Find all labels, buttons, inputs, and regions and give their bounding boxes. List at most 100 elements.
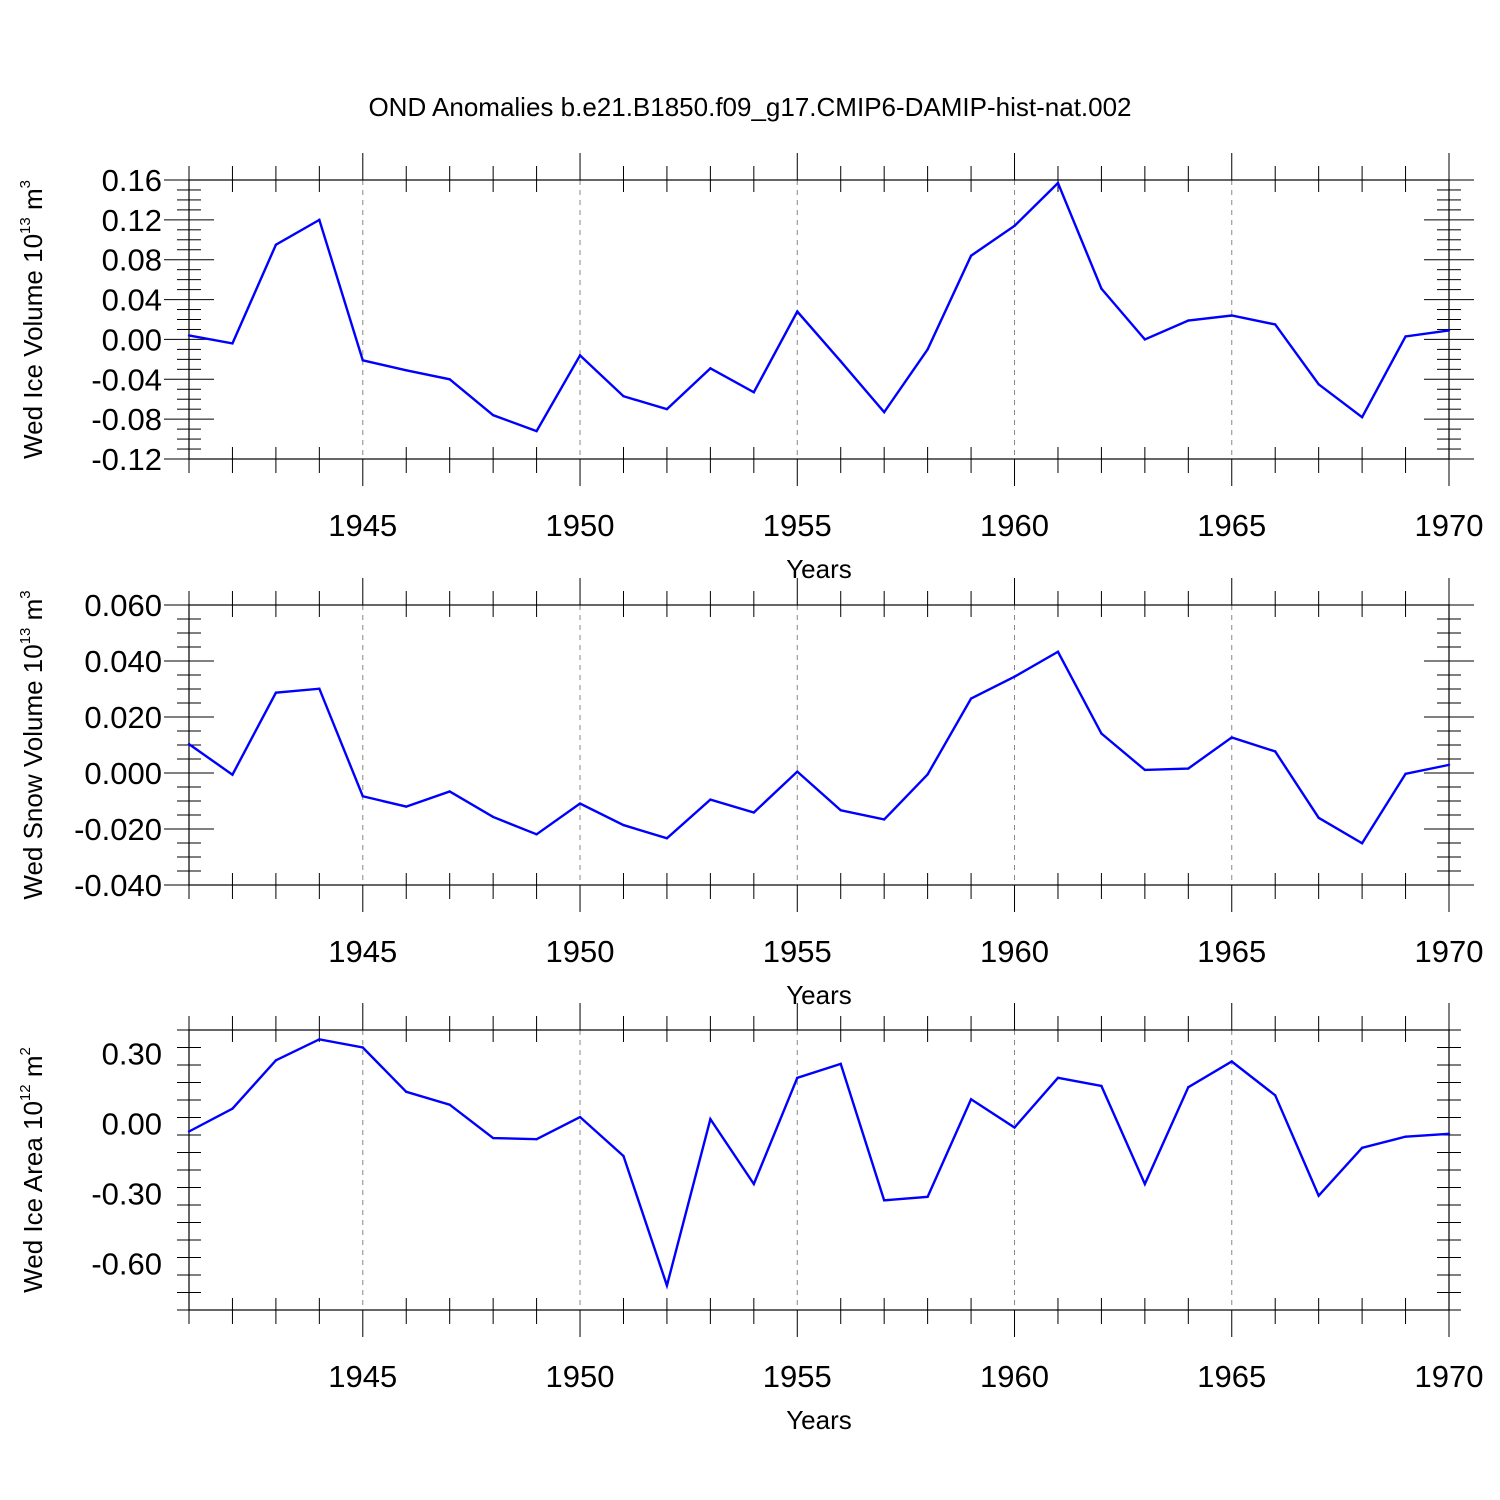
x-tick-label: 1955 (763, 934, 832, 969)
x-axis-title: Years (786, 554, 852, 584)
data-point (1100, 287, 1103, 290)
data-point (1143, 1182, 1147, 1186)
data-point (274, 1059, 278, 1062)
y-tick-label: -0.040 (74, 868, 162, 903)
y-tick-label: 0.08 (102, 243, 162, 278)
y-tick-label: 0.00 (102, 322, 162, 357)
data-point (1187, 767, 1190, 770)
data-point (1404, 772, 1407, 776)
data-point (535, 1138, 538, 1141)
data-point (1187, 1085, 1190, 1089)
chart-title: OND Anomalies b.e21.B1850.f09_g17.CMIP6-… (368, 92, 1131, 122)
x-tick-label: 1950 (546, 1359, 615, 1394)
data-point (882, 410, 886, 414)
y-tick-label: 0.040 (84, 644, 162, 679)
data-point (622, 823, 625, 827)
data-point (1013, 224, 1016, 228)
y-tick-label: -0.30 (91, 1176, 162, 1211)
data-point (709, 367, 712, 370)
y-tick-label: -0.08 (91, 402, 162, 437)
x-tick-label: 1945 (328, 1359, 397, 1394)
x-tick-label: 1970 (1415, 1359, 1484, 1394)
data-point (1274, 1094, 1277, 1097)
data-point (535, 429, 538, 433)
data-point (882, 1199, 886, 1202)
y-tick-label: 0.30 (102, 1036, 162, 1071)
x-axis-title: Years (786, 1405, 852, 1435)
x-tick-label: 1950 (546, 934, 615, 969)
data-point (448, 790, 451, 793)
data-point (361, 359, 364, 362)
data-point (665, 1284, 669, 1287)
data-point (448, 378, 451, 381)
data-point (926, 1195, 929, 1199)
data-point (622, 1154, 625, 1158)
data-point (1360, 1146, 1364, 1150)
data-point (1360, 415, 1364, 419)
data-point (535, 833, 538, 836)
data-point (231, 342, 234, 345)
data-point (405, 369, 408, 372)
y-axis-title: Wed Ice Area 1012 m2 (17, 1047, 48, 1293)
data-point (1274, 750, 1277, 753)
series-line (188, 1038, 1450, 1290)
data-point (274, 691, 278, 694)
y-tick-label: -0.12 (91, 442, 162, 477)
data-point (1404, 335, 1407, 338)
data-point (1187, 319, 1190, 322)
data-point (187, 334, 191, 337)
data-point (1056, 1076, 1060, 1080)
data-point (882, 818, 886, 821)
data-point (1274, 323, 1277, 326)
data-point (969, 1098, 973, 1101)
data-point (1013, 1126, 1016, 1129)
data-point (969, 697, 973, 700)
y-tick-label: 0.060 (84, 588, 162, 623)
y-axis-title: Wed Ice Volume 1013 m3 (17, 180, 48, 459)
data-point (405, 1090, 408, 1094)
y-tick-label: 0.000 (84, 756, 162, 791)
x-tick-label: 1970 (1415, 508, 1484, 543)
data-point (926, 773, 929, 776)
x-tick-label: 1945 (328, 934, 397, 969)
y-tick-label: 0.020 (84, 700, 162, 735)
data-point (839, 360, 842, 363)
series-line (188, 650, 1450, 845)
data-point (318, 687, 321, 690)
x-tick-label: 1960 (980, 508, 1049, 543)
x-tick-label: 1965 (1197, 508, 1266, 543)
data-point (665, 837, 669, 840)
data-point (1143, 338, 1147, 341)
data-point (187, 742, 191, 746)
data-point (622, 395, 625, 398)
data-point (491, 815, 495, 819)
y-tick-label: 0.12 (102, 203, 162, 238)
data-point (1404, 1135, 1407, 1138)
data-point (1230, 736, 1233, 739)
data-point (231, 1107, 234, 1110)
y-tick-label: 0.04 (102, 283, 162, 318)
data-point (318, 218, 321, 222)
series-line (188, 180, 1450, 433)
plot-frame (188, 179, 1450, 460)
data-point (926, 348, 929, 351)
data-point (187, 1130, 191, 1133)
data-point (491, 1136, 495, 1140)
data-point (1230, 1060, 1233, 1063)
x-tick-label: 1965 (1197, 934, 1266, 969)
x-tick-label: 1970 (1415, 934, 1484, 969)
data-point (1360, 842, 1364, 845)
y-tick-label: -0.60 (91, 1246, 162, 1281)
data-point (578, 354, 582, 357)
data-point (1100, 732, 1103, 735)
y-tick-label: -0.04 (91, 362, 162, 397)
y-tick-label: 0.00 (102, 1106, 162, 1141)
x-axis-title: Years (786, 980, 852, 1010)
data-point (1100, 1084, 1103, 1088)
data-point (578, 802, 582, 805)
data-point (839, 1062, 842, 1066)
data-point (1013, 675, 1016, 678)
y-axis-title: Wed Snow Volume 1013 m3 (17, 590, 48, 899)
data-point (1056, 650, 1060, 653)
